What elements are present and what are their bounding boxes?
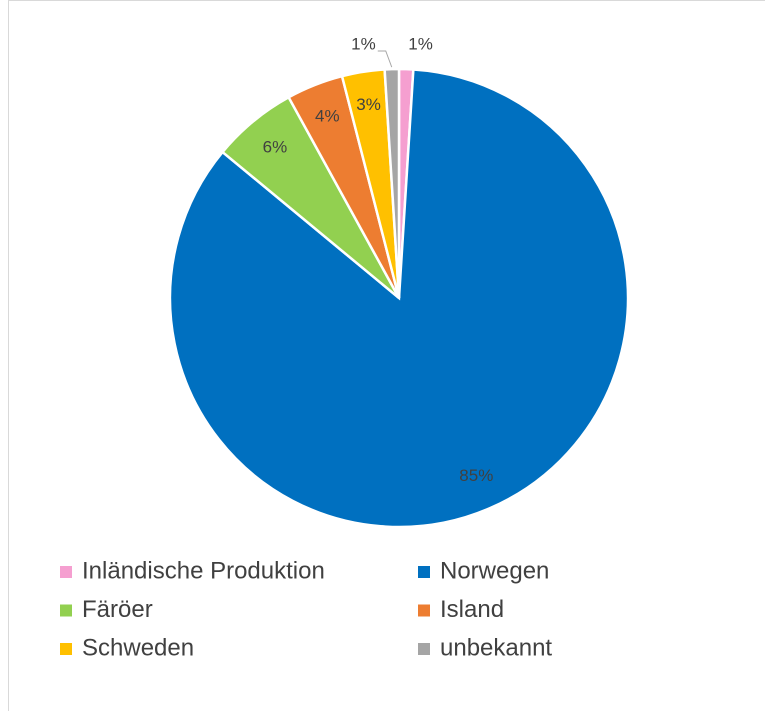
data-label: 4% [315,107,340,126]
legend-label: Schweden [82,634,194,661]
data-label: 85% [459,466,493,485]
legend-swatch [418,643,430,655]
legend-label: unbekannt [440,634,552,661]
legend-swatch [418,604,430,617]
legend-label: Färöer [82,596,153,623]
data-label: 1% [408,34,433,53]
legend-swatch [60,604,72,617]
data-label: 3% [356,95,381,114]
leader-line [377,50,393,68]
data-label: 6% [263,138,288,157]
legend-label: Inländische Produktion [82,557,325,584]
legend-swatch [418,566,430,578]
data-label: 1% [351,34,376,53]
legend-label: Norwegen [440,557,549,584]
pie-slice [383,67,401,299]
legend-swatch [60,643,72,655]
legend-label: Island [440,596,504,623]
legend-swatch [60,566,72,578]
